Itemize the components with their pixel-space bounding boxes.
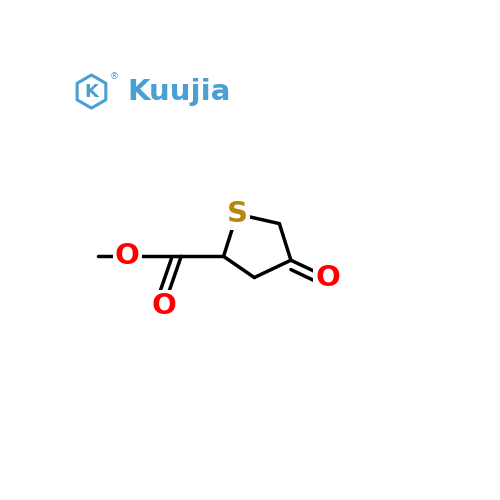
Text: O: O [315, 264, 340, 291]
Text: O: O [152, 292, 176, 320]
Text: S: S [226, 200, 248, 228]
Text: O: O [115, 242, 140, 270]
Text: K: K [84, 82, 98, 100]
Text: Kuujia: Kuujia [128, 78, 230, 106]
Text: ®: ® [110, 72, 119, 81]
